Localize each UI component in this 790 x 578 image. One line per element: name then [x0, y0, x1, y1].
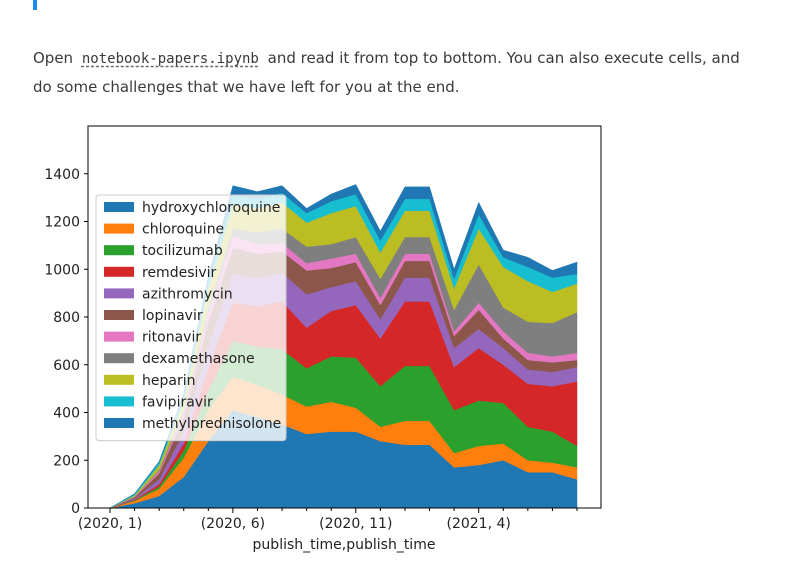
legend-swatch: [104, 266, 134, 277]
intro-rest-text: and read it from top to bottom. You can …: [33, 49, 740, 96]
legend-swatch: [104, 331, 134, 342]
y-tick-label: 200: [53, 453, 80, 469]
x-tick-label: (2020, 6): [201, 516, 265, 532]
legend-label: tocilizumab: [142, 243, 223, 259]
legend-label: azithromycin: [142, 286, 233, 302]
x-axis-label: publish_time,publish_time: [253, 537, 436, 553]
intro-paragraph: Open notebook-papers.ipynb and read it f…: [33, 44, 763, 101]
y-tick-label: 600: [53, 358, 80, 374]
x-tick-label: (2020, 1): [78, 516, 142, 532]
accent-bar: [33, 0, 37, 10]
y-tick-label: 800: [53, 310, 80, 326]
x-tick-label: (2020, 11): [319, 516, 392, 532]
legend-box: [95, 194, 287, 442]
legend-label: ritonavir: [142, 330, 201, 346]
y-tick-label: 400: [53, 406, 80, 422]
x-axis-ticks: (2020, 1) (2020, 6) (2020, 11) (2021, 4): [78, 508, 578, 532]
legend-swatch: [104, 245, 134, 256]
y-tick-label: 1400: [44, 167, 80, 183]
y-tick-label: 1000: [44, 262, 80, 278]
y-tick-label: 0: [71, 501, 80, 517]
legend-swatch: [104, 288, 134, 299]
legend-label: methylprednisolone: [142, 416, 281, 432]
legend-swatch: [104, 418, 134, 428]
legend-swatch: [104, 223, 134, 234]
legend-label: heparin: [142, 373, 195, 389]
legend-label: dexamethasone: [142, 351, 255, 367]
legend-swatch: [104, 310, 134, 320]
notebook-link[interactable]: notebook-papers.ipynb: [81, 51, 259, 67]
legend-label: favipiravir: [142, 394, 213, 410]
legend-swatch: [104, 202, 134, 212]
legend-label: lopinavir: [142, 308, 203, 324]
legend-swatch: [104, 353, 134, 364]
x-tick-label: (2021, 4): [446, 516, 510, 532]
y-tick-label: 1200: [44, 215, 80, 231]
legend-swatch: [104, 396, 134, 407]
intro-open-text: Open: [33, 49, 74, 67]
chart-legend: hydroxychloroquine chloroquine tocilizumab…: [95, 194, 287, 442]
y-axis-ticks: 0 200 400 600 800 1000 1200 1400: [44, 167, 88, 517]
legend-label: hydroxychloroquine: [142, 200, 280, 216]
legend-label: chloroquine: [142, 222, 224, 238]
legend-swatch: [104, 374, 134, 385]
legend-label: remdesivir: [142, 265, 217, 281]
